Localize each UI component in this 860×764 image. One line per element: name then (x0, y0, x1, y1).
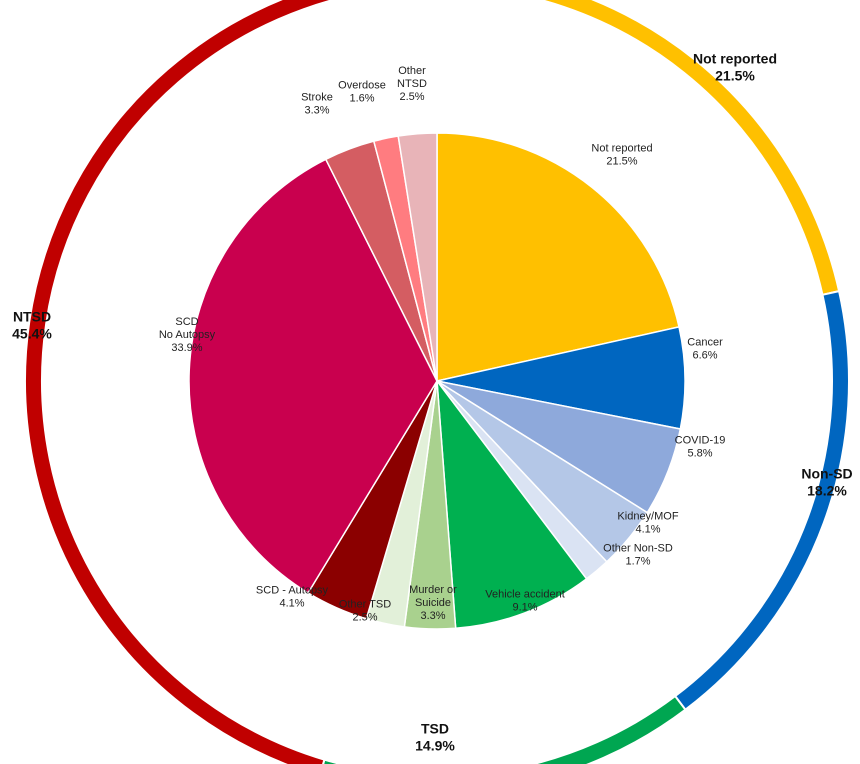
inner-labels: Not reported 21.5% Cancer 6.6% COVID-19 5.8% K… (159, 65, 726, 624)
slice-label-other-tsd: Other TSD 2.5% (339, 599, 391, 624)
slice-label-cancer: Cancer 6.6% (687, 337, 723, 362)
slice-label-vehicle-accident: Vehicle accident 9.1% (485, 589, 565, 614)
slice-label-stroke: Stroke 3.3% (301, 92, 333, 117)
slice-label-other-non-sd: Other Non-SD 1.7% (603, 543, 673, 568)
slice-scd-no-autopsy (188, 158, 438, 594)
outer-labels: Not reported 21.5% Non-SD 18.2% TSD 14.9% NTSD… (12, 51, 853, 754)
ring-label-not-reported: Not reported 21.5% (693, 51, 777, 84)
slice-other-ntsd (397, 132, 438, 382)
ring-segment-tsd (322, 694, 687, 764)
slice-label-scd-autopsy: SCD - Autopsy 4.1% (256, 585, 329, 610)
slice-label-scd-no-autopsy: SCD No Autopsy 33.9% (159, 316, 216, 354)
slice-label-kidney-mof: Kidney/MOF 4.1% (617, 511, 678, 536)
outer-ring (24, 0, 850, 764)
ring-label-tsd: TSD 14.9% (415, 721, 455, 754)
slice-vehicle-accident (436, 378, 588, 630)
inner-pie (188, 132, 686, 630)
slice-label-covid-19: COVID-19 5.8% (675, 435, 726, 460)
slice-label-not-reported: Not reported 21.5% (591, 143, 652, 168)
ring-label-ntsd: NTSD 45.4% (12, 309, 52, 342)
slice-label-overdose: Overdose 1.6% (338, 80, 386, 105)
slice-label-other-ntsd: Other NTSD 2.5% (397, 65, 427, 103)
slice-not-reported (436, 132, 680, 382)
ring-segment-ntsd (24, 0, 337, 764)
ring-label-non-sd: Non-SD 18.2% (801, 466, 852, 499)
slice-label-murder-or-suicide: Murder or Suicide 3.3% (409, 584, 457, 622)
